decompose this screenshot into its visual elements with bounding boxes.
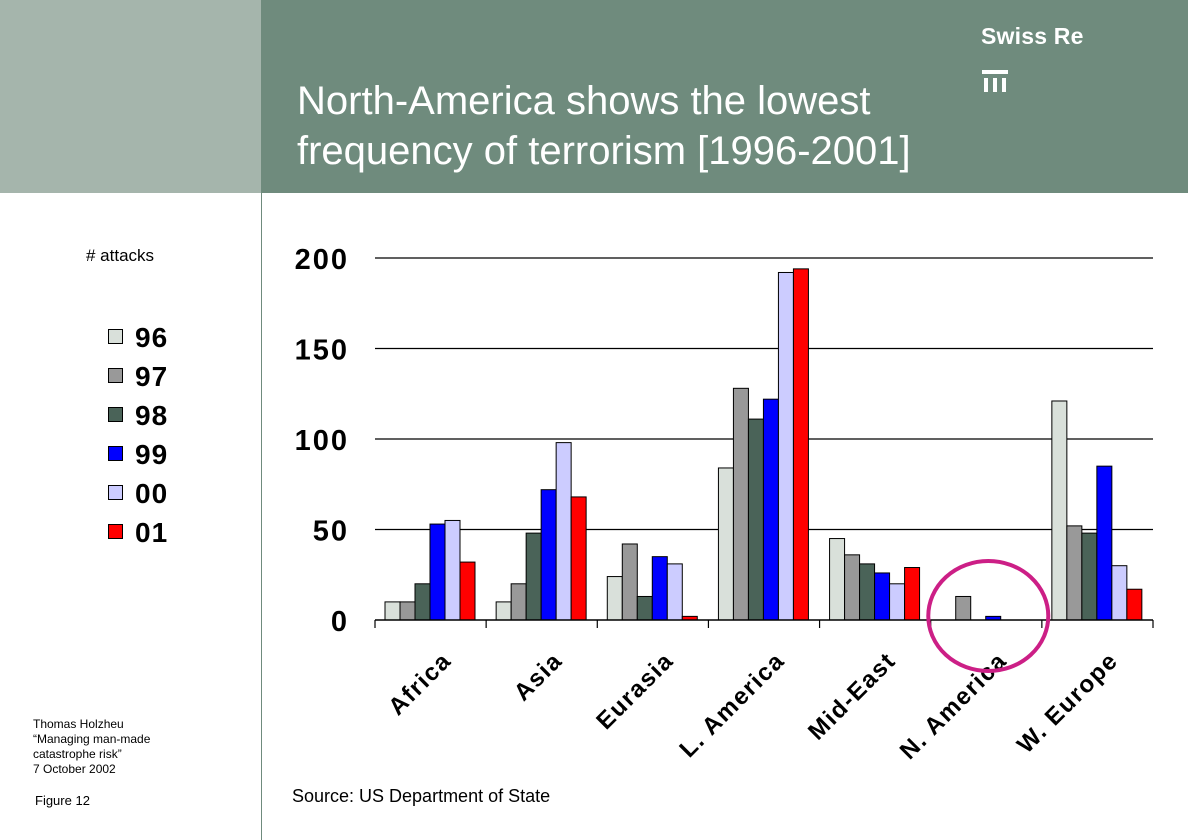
presentation-date: 7 October 2002 [33,762,116,776]
bar-mid-east-98 [859,563,876,621]
bar-africa-97 [399,601,416,621]
legend-swatch [108,485,123,500]
legend-label: 97 [135,361,169,392]
y-tick-label: 0 [331,606,349,638]
bar-l-america-97 [732,387,749,621]
bar-eurasia-00 [666,563,683,621]
bar-w-europe-98 [1081,532,1098,621]
highlight-circle [926,559,1051,673]
bar-mid-east-99 [874,572,891,621]
legend-label: 99 [135,439,169,470]
legend-label: 00 [135,478,169,509]
presentation-title-line-1: “Managing man-made [33,732,151,746]
legend-label: 98 [135,400,169,431]
bar-w-europe-96 [1051,400,1068,621]
brand-name: Swiss Re [981,23,1084,49]
bar-eurasia-99 [651,556,668,621]
bar-africa-96 [384,601,401,621]
bar-mid-east-96 [829,538,846,621]
bar-l-america-96 [717,467,734,621]
source-note: Source: US Department of State [292,786,551,806]
bar-asia-98 [525,532,542,621]
bar-mid-east-01 [904,567,921,621]
bar-w-europe-97 [1066,525,1083,621]
bar-l-america-01 [792,268,809,621]
bar-eurasia-97 [621,543,638,621]
bar-africa-00 [444,519,461,621]
side-header-block [0,0,261,193]
category-label: Eurasia [591,647,679,735]
y-tick-label: 100 [295,425,349,457]
category-label: W. Europe [1012,647,1124,759]
legend-label: 96 [135,322,169,353]
bar-africa-01 [459,561,476,621]
page-title: North-America shows the lowest frequency… [297,76,977,176]
bar-eurasia-96 [606,576,623,621]
bar-mid-east-00 [889,583,906,621]
legend-label: 01 [135,517,169,548]
legend-swatch [108,446,123,461]
y-tick-label: 200 [295,244,349,276]
title-line-2: frequency of terrorism [1996-2001] [297,129,911,173]
bar-n-america-97 [955,595,972,621]
category-label: N. America [895,647,1013,765]
bar-asia-96 [495,601,512,621]
swiss-re-logo-icon [982,70,1008,92]
bar-w-europe-00 [1111,565,1128,621]
figure-label: Figure 12 [35,793,90,808]
author-name: Thomas Holzheu [33,717,124,731]
legend-swatch [108,407,123,422]
category-label: Mid-East [803,647,901,745]
bar-l-america-99 [762,398,779,621]
title-band [261,0,1188,193]
bar-l-america-00 [777,271,794,621]
vertical-divider [261,193,262,840]
bar-mid-east-97 [844,554,861,621]
y-tick-label: 150 [295,335,349,367]
presentation-title-line-2: catastrophe risk” [33,747,122,761]
legend-swatch [108,368,123,383]
bar-africa-98 [414,583,431,621]
category-label: Africa [383,647,457,721]
bar-eurasia-98 [636,595,653,621]
bar-africa-99 [429,523,446,621]
category-label: L. America [674,647,790,763]
bar-asia-00 [555,442,572,621]
legend-swatch [108,524,123,539]
y-axis-title: # attacks [86,246,155,265]
bar-l-america-98 [747,418,764,621]
legend-swatch [108,329,123,344]
author-note: Thomas Holzheu “Managing man-made catast… [33,717,233,777]
category-label: Asia [509,647,568,706]
y-tick-label: 50 [313,516,349,548]
bar-asia-01 [570,496,587,621]
bar-asia-97 [510,583,527,621]
title-line-1: North-America shows the lowest [297,79,871,123]
bar-asia-99 [540,489,557,621]
bar-w-europe-01 [1126,588,1143,621]
bar-w-europe-99 [1096,465,1113,621]
